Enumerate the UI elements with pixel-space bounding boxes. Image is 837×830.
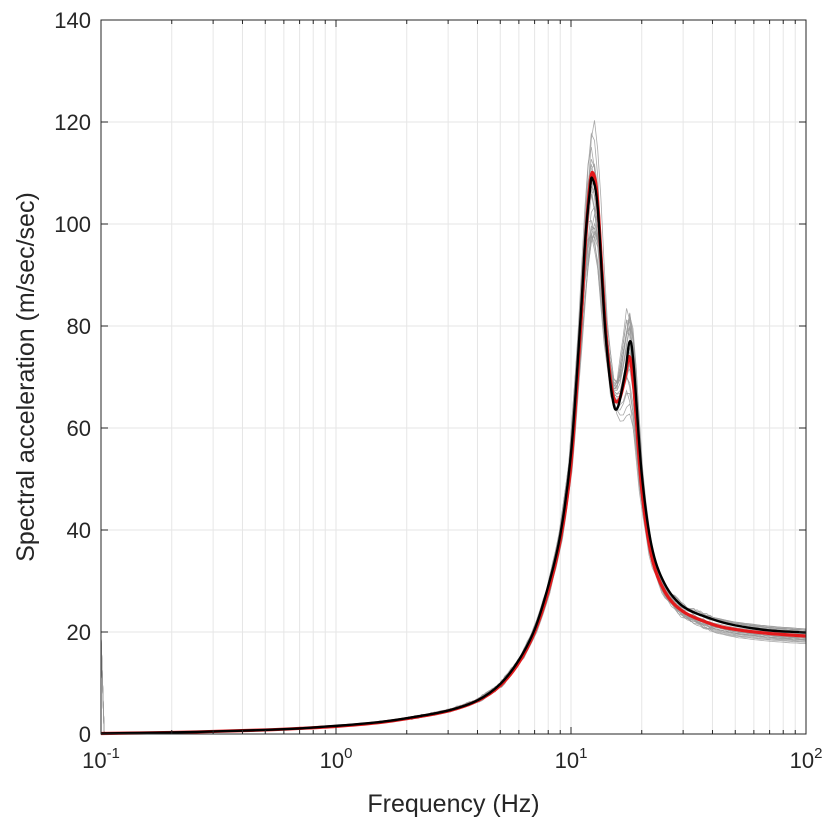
axes (100, 19, 807, 735)
plot-area-border (100, 19, 807, 735)
simulation-run-line (100, 185, 807, 734)
simulation-run-line (100, 230, 807, 734)
x-tick-label: 100 (320, 745, 353, 773)
x-axis-label: Frequency (Hz) (367, 790, 539, 818)
simulation-run-line (100, 172, 807, 734)
y-axis-label: Spectral acceleration (m/sec/sec) (12, 192, 40, 562)
y-tick-label: 20 (67, 620, 91, 645)
simulation-run-line (100, 219, 807, 734)
simulation-run-line (100, 222, 807, 734)
x-tick-label: 10-1 (82, 745, 120, 773)
simulation-runs (100, 120, 807, 735)
y-tick-label: 0 (79, 722, 91, 747)
y-tick-label: 60 (67, 416, 91, 441)
x-tick-label: 101 (555, 745, 588, 773)
red-series-line (100, 170, 807, 736)
simulation-run-line (100, 188, 807, 734)
simulation-run-line (100, 232, 807, 734)
simulation-run-line (100, 159, 807, 734)
simulation-run-line (100, 164, 806, 734)
simulation-run-line (100, 186, 807, 735)
simulation-run-line (100, 227, 807, 734)
simulation-run-line (100, 205, 807, 734)
simulation-run-line (100, 120, 807, 734)
y-tick-label: 120 (54, 110, 91, 135)
y-tick-label: 40 (67, 518, 91, 543)
simulation-run-line (100, 163, 807, 734)
simulation-run-line (100, 234, 807, 734)
series-lines (100, 170, 807, 736)
y-tick-label: 80 (67, 314, 91, 339)
simulation-run-line (100, 225, 807, 734)
simulation-run-line (100, 236, 807, 734)
simulation-run-line (100, 146, 807, 734)
x-tick-label: 102 (790, 745, 823, 773)
simulation-run-line (100, 179, 807, 734)
y-tick-label: 140 (54, 8, 91, 33)
simulation-run-line (100, 193, 807, 734)
simulation-run-line (100, 231, 807, 734)
tick-labels: 0 20 40 60 80 100 120 140 10-1 100 101 102 (54, 8, 822, 773)
y-tick-label: 100 (54, 212, 91, 237)
simulation-run-line (100, 180, 807, 734)
simulation-run-line (100, 213, 807, 735)
black-series-line (100, 176, 807, 735)
grid (100, 20, 806, 734)
